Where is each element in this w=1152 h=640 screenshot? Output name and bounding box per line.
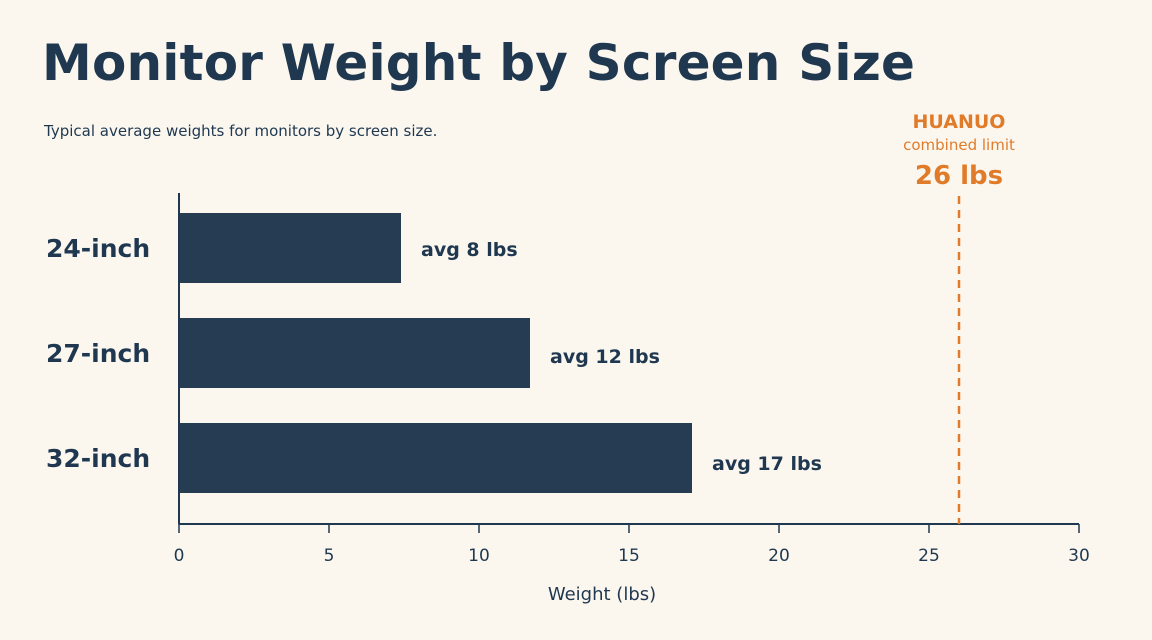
limit-brand-label: HUANUO (913, 111, 1006, 133)
chart-subtitle: Typical average weights for monitors by … (44, 122, 438, 140)
data-label: avg 12 lbs (550, 346, 660, 368)
bar-27-inch (179, 318, 530, 388)
x-tick-label: 5 (324, 546, 335, 566)
chart-title: Monitor Weight by Screen Size (42, 34, 916, 92)
data-label: avg 8 lbs (421, 239, 518, 261)
x-tick-label: 25 (918, 546, 940, 566)
x-tick-label: 20 (768, 546, 790, 566)
x-tick-label: 30 (1068, 546, 1090, 566)
limit-value-label: 26 lbs (915, 161, 1003, 191)
x-tick-label: 10 (468, 546, 490, 566)
category-label: 32-inch (46, 444, 150, 473)
bar-24-inch (179, 213, 401, 283)
category-label: 24-inch (46, 234, 150, 263)
category-label: 27-inch (46, 339, 150, 368)
x-axis-title: Weight (lbs) (548, 584, 656, 605)
x-tick-label: 15 (618, 546, 640, 566)
x-tick-label: 0 (174, 546, 185, 566)
bar-32-inch (179, 423, 692, 493)
data-label: avg 17 lbs (712, 453, 822, 475)
limit-desc-label: combined limit (903, 136, 1015, 154)
